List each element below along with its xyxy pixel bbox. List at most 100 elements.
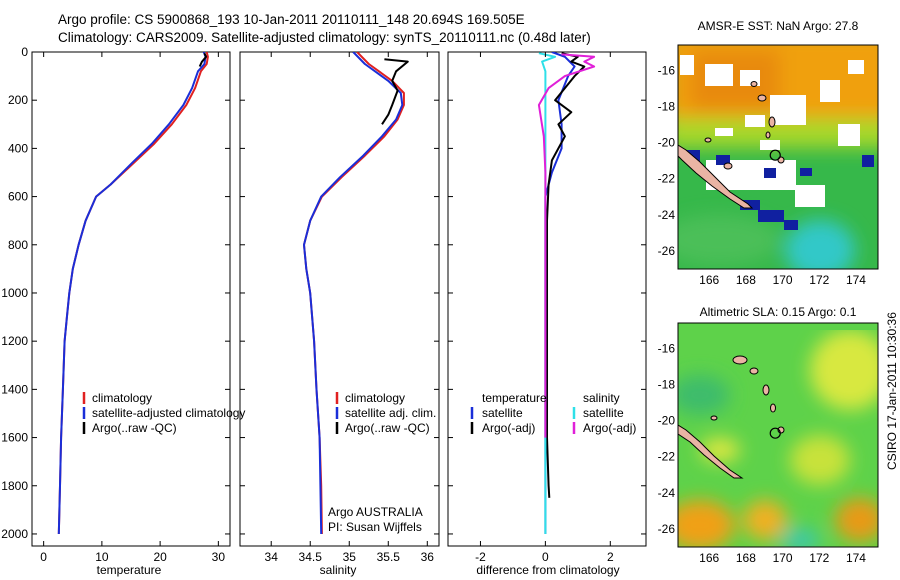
difference-series bbox=[537, 52, 596, 534]
depth-tick-label: 600 bbox=[8, 190, 28, 204]
sst-map-ytick-label: -18 bbox=[658, 99, 676, 113]
depth-tick-label: 0 bbox=[21, 45, 28, 59]
island bbox=[710, 415, 718, 421]
sst-map-frame bbox=[677, 44, 879, 270]
sla-map-xtick-label: 166 bbox=[699, 551, 719, 565]
sla-map-frame bbox=[677, 322, 879, 548]
salinity-xtick-label: 34 bbox=[265, 550, 279, 564]
sst-map-xtick-label: 174 bbox=[846, 273, 866, 287]
depth-tick-label: 400 bbox=[8, 141, 28, 155]
sla-map-xtick-label: 172 bbox=[809, 551, 829, 565]
depth-tick-label: 1400 bbox=[1, 382, 28, 396]
island bbox=[750, 81, 758, 87]
sla-map-xtick-label: 174 bbox=[846, 551, 866, 565]
island bbox=[770, 403, 776, 413]
sst-map-title: AMSR-E SST: NaN Argo: 27.8 bbox=[698, 19, 859, 33]
island bbox=[732, 355, 748, 365]
salinity-series-satellite-adj-clim- bbox=[303, 52, 404, 535]
depth-tick-label: 800 bbox=[8, 238, 28, 252]
depth-tick-label: 1200 bbox=[1, 334, 28, 348]
sla-map-ytick-label: -24 bbox=[658, 486, 676, 500]
legend-salinity-sat: satellite adj. clim. bbox=[345, 406, 436, 420]
island bbox=[768, 116, 776, 128]
difference-xtick-label: 2 bbox=[607, 550, 614, 564]
argo-pi: PI: Susan Wijffels bbox=[328, 520, 422, 534]
temperature-xtick-label: 20 bbox=[153, 550, 167, 564]
legend-diff-temp-title: temperature bbox=[482, 391, 547, 405]
sla-map-xtick-label: 170 bbox=[773, 551, 793, 565]
sst-map-ytick-label: -26 bbox=[658, 244, 676, 258]
sst-map-ytick-label: -20 bbox=[658, 136, 676, 150]
argo-location-marker bbox=[769, 427, 781, 439]
legend-salinity-argo: Argo(..raw -QC) bbox=[345, 421, 430, 435]
island bbox=[762, 384, 770, 396]
sla-map-ytick-label: -20 bbox=[658, 414, 676, 428]
temperature-legend: climatology satellite-adjusted climatolo… bbox=[82, 391, 245, 435]
sla-map-ytick-label: -26 bbox=[658, 522, 676, 536]
depth-tick-label: 1600 bbox=[1, 431, 28, 445]
difference-series-salinity-argo-adj- bbox=[537, 53, 596, 438]
temperature-series-argo-raw-qc- bbox=[198, 52, 208, 67]
temperature-axes bbox=[31, 51, 231, 547]
island bbox=[749, 367, 759, 375]
legend-diff-sal-argo: Argo(-adj) bbox=[583, 421, 636, 435]
sla-map-ytick-label: -22 bbox=[658, 450, 676, 464]
coastline bbox=[678, 355, 785, 479]
depth-tick-label: 2000 bbox=[1, 527, 28, 541]
argo-location-marker bbox=[769, 149, 781, 161]
difference-legend: temperature satellite Argo(-adj) salinit… bbox=[470, 391, 636, 435]
salinity-xlabel: salinity bbox=[320, 563, 357, 577]
island bbox=[765, 131, 771, 139]
salinity-series-argo-raw-qc- bbox=[381, 58, 409, 125]
salinity-axes bbox=[239, 51, 440, 547]
island bbox=[757, 94, 767, 102]
sla-map-title: Altimetric SLA: 0.15 Argo: 0.1 bbox=[700, 305, 857, 319]
salinity-xtick-label: 34.5 bbox=[299, 550, 323, 564]
temperature-xtick-label: 30 bbox=[212, 550, 226, 564]
salinity-series bbox=[303, 52, 409, 535]
legend-salinity-climatology: climatology bbox=[345, 391, 405, 405]
sla-map-ytick-label: -16 bbox=[658, 341, 676, 355]
difference-xtick-label: 0 bbox=[542, 550, 549, 564]
sla-map-xtick-label: 168 bbox=[736, 551, 756, 565]
new-caledonia bbox=[678, 424, 744, 479]
legend-temperature-sat: satellite-adjusted climatology bbox=[92, 406, 245, 420]
sst-map-ytick-label: -22 bbox=[658, 172, 676, 186]
legend-diff-temp-sat: satellite bbox=[482, 406, 523, 420]
legend-temperature-climatology: climatology bbox=[92, 391, 152, 405]
temperature-xtick-label: 0 bbox=[40, 550, 47, 564]
sst-map-xtick-label: 170 bbox=[773, 273, 793, 287]
salinity-xtick-label: 35 bbox=[343, 550, 357, 564]
depth-tick-label: 1000 bbox=[1, 286, 28, 300]
difference-xtick-label: -2 bbox=[475, 550, 486, 564]
argo-country: Argo AUSTRALIA bbox=[328, 505, 423, 519]
sla-map bbox=[678, 323, 878, 547]
sst-map-xtick-label: 172 bbox=[809, 273, 829, 287]
legend-diff-sal-title: salinity bbox=[583, 391, 620, 405]
title-line-1: Argo profile: CS 5900868_193 10-Jan-2011… bbox=[58, 12, 525, 27]
sst-map-ytick-label: -16 bbox=[658, 63, 676, 77]
temperature-series-satellite-adjusted-climatology bbox=[57, 52, 207, 535]
axis-ticks: 0 10 20 30020040060080010001200140016001800… bbox=[1, 45, 866, 565]
salinity-legend: climatology satellite adj. clim. Argo(..… bbox=[328, 391, 436, 534]
coastline bbox=[678, 81, 785, 209]
salinity-xtick-label: 36 bbox=[421, 550, 435, 564]
sst-map bbox=[678, 45, 878, 269]
temperature-xtick-label: 10 bbox=[95, 550, 109, 564]
depth-tick-label: 1800 bbox=[1, 479, 28, 493]
difference-xlabel: difference from climatology bbox=[476, 563, 619, 577]
temperature-xlabel: temperature bbox=[97, 563, 162, 577]
sst-map-xtick-label: 168 bbox=[736, 273, 756, 287]
temperature-series bbox=[57, 52, 209, 535]
legend-diff-temp-argo: Argo(-adj) bbox=[482, 421, 535, 435]
legend-temperature-argo: Argo(..raw -QC) bbox=[92, 421, 177, 435]
difference-series-temperature-argo-adj- bbox=[546, 52, 586, 498]
island bbox=[723, 162, 733, 170]
sla-map-ytick-label: -18 bbox=[658, 377, 676, 391]
island bbox=[704, 137, 712, 143]
legend-diff-sal-sat: satellite bbox=[583, 406, 624, 420]
sst-map-ytick-label: -24 bbox=[658, 208, 676, 222]
depth-tick-label: 200 bbox=[8, 93, 28, 107]
salinity-xtick-label: 35.5 bbox=[377, 550, 401, 564]
